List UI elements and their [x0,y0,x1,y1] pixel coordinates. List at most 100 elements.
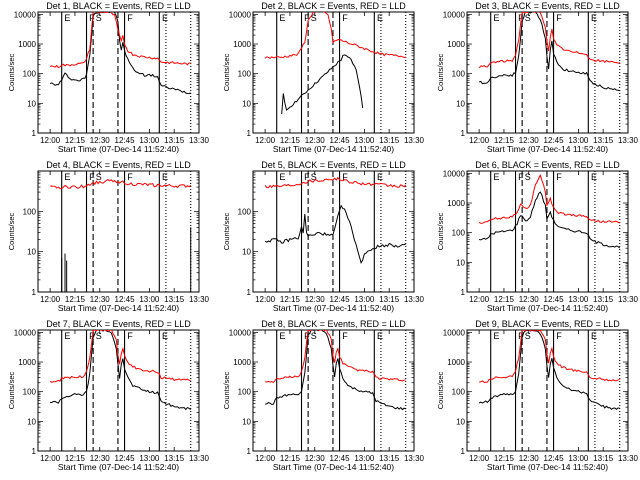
x-tick-label: 12:15 [494,454,515,463]
x-tick-label: 12:45 [544,454,565,463]
x-tick-label: 12:45 [330,136,351,145]
x-tick-label: 12:30 [90,136,111,145]
x-tick-label: 12:15 [65,454,86,463]
y-tick-label: 1000 [18,40,36,49]
y-tick-label: 10000 [229,328,252,337]
panel-det-6: Det 6, BLACK = Events, RED = LLD 12:00 12:… [436,160,639,313]
interval-label: E [162,172,168,182]
plot-frame [252,329,415,452]
x-tick-label: 13:15 [379,136,400,145]
panel-title: Det 5, BLACK = Events, RED = LLD [261,160,406,170]
interval-label: E [377,172,383,182]
x-tick-label: 12:30 [519,454,540,463]
y-axis-label: Counts/sec [222,371,231,409]
x-tick-label: 12:00 [255,136,276,145]
x-tick-label: 12:00 [469,136,490,145]
series-events-line [478,12,620,92]
x-tick-label: 12:00 [255,454,276,463]
y-tick-label: 1 [247,288,252,297]
series-lld-line [478,173,620,224]
panel-det-2: Det 2, BLACK = Events, RED = LLD 12:00 12:… [222,1,425,154]
y-tick-label: 100 [452,70,466,79]
series-events-line [264,330,406,411]
x-tick-label: 13:00 [354,454,375,463]
interval-label: E [162,331,168,341]
interval-label: F [556,13,562,23]
y-axis-label: Counts/sec [436,212,445,250]
y-tick-label: 1000 [233,40,251,49]
x-tick-label: 13:15 [164,295,185,304]
y-tick-label: 10 [27,417,36,426]
interval-label: E [64,13,70,23]
x-tick-label: 13:30 [404,454,425,463]
interval-label: E [493,172,499,182]
interval-label: F [556,172,562,182]
x-tick-label: 13:15 [379,454,400,463]
interval-label: S [311,13,317,23]
interval-label: F [127,172,133,182]
y-tick-label: 1000 [447,358,465,367]
x-tick-label: 12:45 [330,295,351,304]
x-tick-label: 13:30 [404,295,425,304]
interval-label: S [525,172,531,182]
series-events-line [49,12,191,95]
panel-title: Det 8, BLACK = Events, RED = LLD [261,319,406,329]
y-axis-label: Counts/sec [436,53,445,91]
interval-label: E [279,172,285,182]
x-tick-label: 12:00 [40,136,61,145]
x-tick-label: 12:15 [280,136,301,145]
x-tick-label: 13:00 [568,454,589,463]
panel-det-3: Det 3, BLACK = Events, RED = LLD 12:00 12:… [436,1,639,154]
y-tick-label: 1 [247,129,252,138]
x-tick-label: 13:15 [593,295,614,304]
x-axis-label: Start Time (07-Dec-14 11:52:40) [487,144,608,154]
y-tick-label: 10000 [443,328,466,337]
plot-frame [37,170,200,293]
series-lld-line [49,12,191,69]
x-tick-label: 12:30 [305,136,326,145]
series-lld-line [50,179,192,190]
x-tick-label: 12:00 [40,454,61,463]
x-tick-label: 12:45 [115,454,136,463]
y-tick-label: 100 [23,70,37,79]
x-axis-label: Start Time (07-Dec-14 11:52:40) [58,303,179,313]
x-tick-label: 13:30 [618,136,639,145]
interval-label: F [127,331,133,341]
panel-det-1: Det 1, BLACK = Events, RED = LLD 12:00 12:… [7,1,210,154]
y-axis-label: Counts/sec [436,371,445,409]
series-lld-line [49,330,191,383]
series-lld-line [478,12,620,69]
interval-label: E [64,331,70,341]
x-tick-label: 12:45 [330,454,351,463]
y-tick-label: 1 [32,129,37,138]
panel-det-9: Det 9, BLACK = Events, RED = LLD 12:00 12:… [436,319,639,472]
x-tick-label: 13:00 [139,454,160,463]
x-tick-label: 13:15 [379,295,400,304]
panel-det-5: Det 5, BLACK = Events, RED = LLD 12:00 12:… [222,160,425,313]
series-events-line [281,54,364,115]
y-tick-label: 10000 [443,169,466,178]
x-axis-label: Start Time (07-Dec-14 11:52:40) [487,462,608,472]
panel-det-8: Det 8, BLACK = Events, RED = LLD 12:00 12:… [222,319,425,472]
y-axis-label: Counts/sec [7,371,16,409]
y-tick-label: 10 [456,417,465,426]
interval-label: F [127,13,133,23]
y-tick-label: 100 [238,70,252,79]
y-tick-label: 100 [238,207,252,216]
x-tick-label: 12:15 [65,295,86,304]
interval-label: E [64,172,70,182]
y-tick-label: 1 [32,447,37,456]
y-tick-label: 10 [456,258,465,267]
x-tick-label: 12:30 [519,295,540,304]
x-tick-label: 12:15 [280,295,301,304]
x-tick-label: 13:15 [593,136,614,145]
x-tick-label: 12:15 [280,454,301,463]
interval-label: S [96,13,102,23]
interval-label: E [493,13,499,23]
interval-label: E [279,331,285,341]
x-tick-label: 13:15 [164,136,185,145]
y-tick-label: 1 [247,447,252,456]
interval-label: S [525,331,531,341]
interval-label: F [89,172,95,182]
x-axis-label: Start Time (07-Dec-14 11:52:40) [273,303,394,313]
